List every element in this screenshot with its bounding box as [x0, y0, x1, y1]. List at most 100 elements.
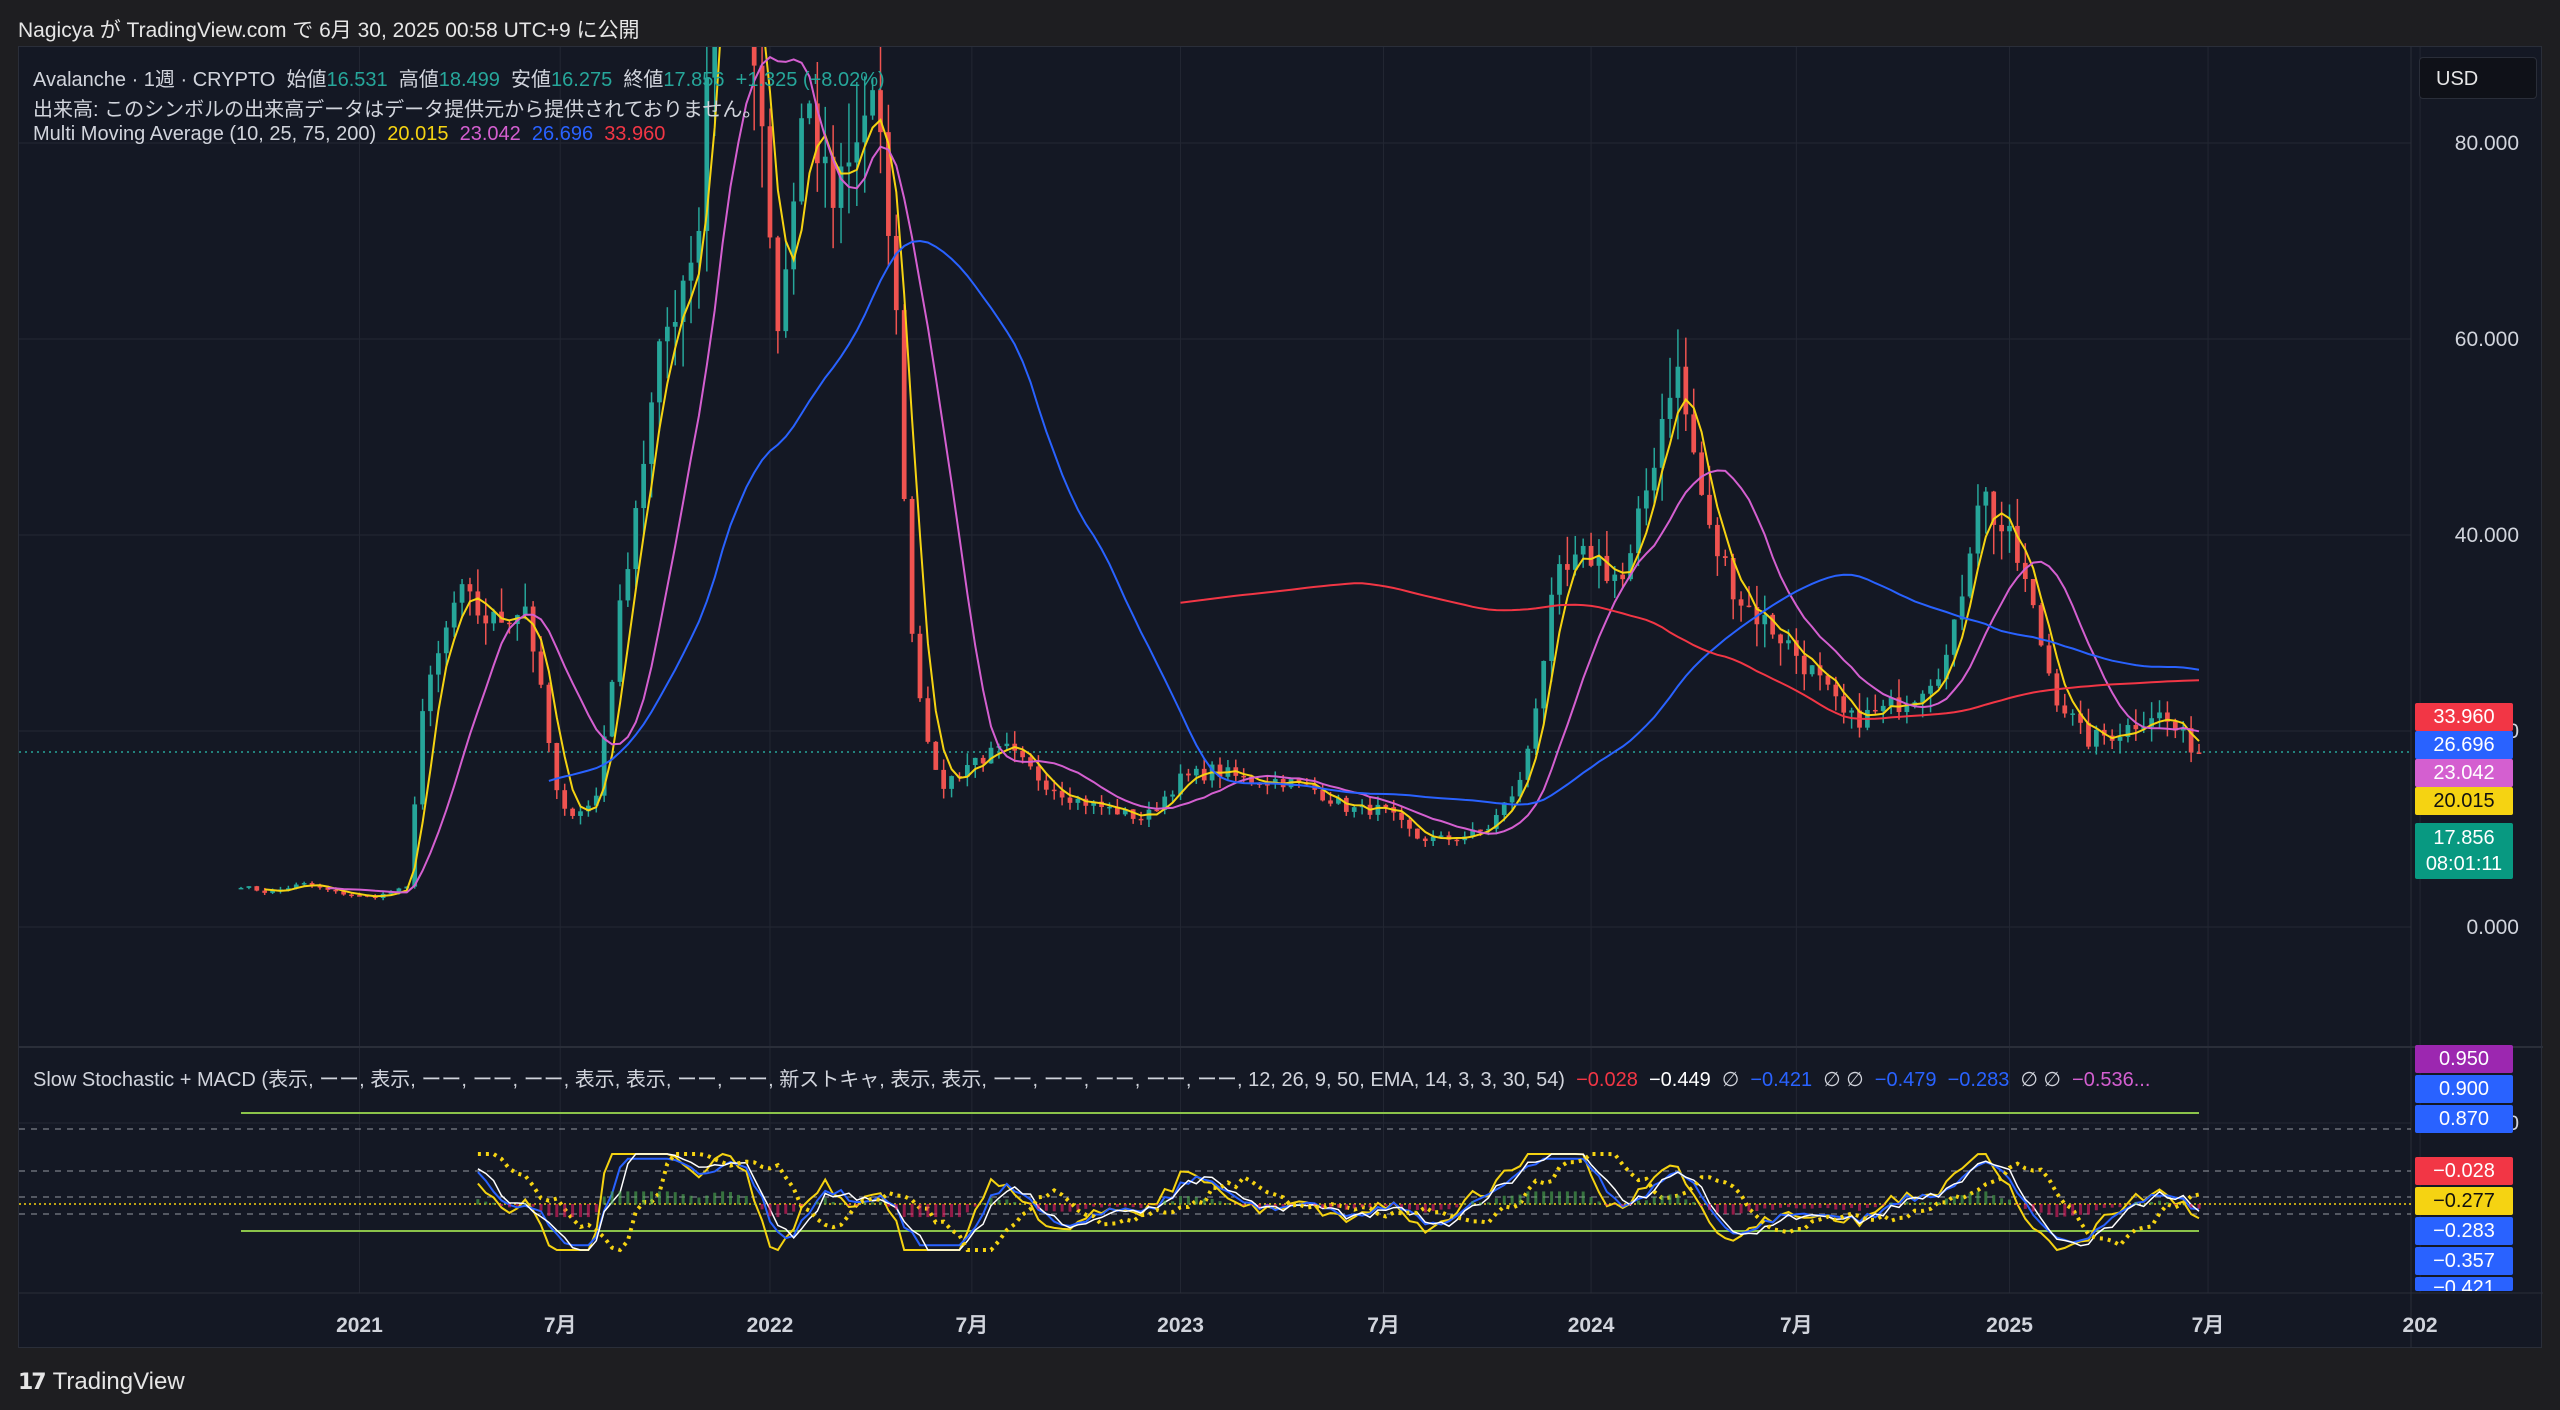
open-label: 始値	[286, 69, 327, 91]
histogram-bar	[642, 1191, 646, 1205]
histogram-bar	[1471, 1201, 1475, 1205]
histogram-bar	[1629, 1204, 1633, 1205]
indicator-legend[interactable]: Slow Stochastic + MACD (表示, ーー, 表示, ーー, …	[33, 1063, 2150, 1092]
candle-body	[1651, 467, 1657, 491]
histogram-bar	[1731, 1204, 1735, 1215]
high-value: 18.499	[438, 69, 500, 91]
histogram-bar	[1913, 1203, 1917, 1205]
chart-canvas[interactable]: 160.000140.000120.000100.00080.00060.000…	[19, 47, 2543, 1349]
chart-frame[interactable]: 160.000140.000120.000100.00080.00060.000…	[18, 46, 2543, 1349]
histogram-bar	[713, 1192, 717, 1205]
bar-countdown: 08:01:11	[2425, 853, 2503, 875]
mma-value-25: 23.042	[459, 123, 521, 145]
candle-body	[901, 310, 907, 499]
candle-body	[633, 508, 639, 570]
histogram-bar	[1210, 1198, 1214, 1205]
histogram-bar	[531, 1204, 535, 1207]
symbol-name[interactable]: Avalanche · 1週 · CRYPTO	[33, 69, 276, 91]
histogram-bar	[1076, 1204, 1080, 1210]
candle-body	[2180, 728, 2186, 731]
histogram-bar	[1850, 1204, 1854, 1209]
osc-badge-6: −0.357	[2415, 1247, 2513, 1275]
candle-body	[262, 890, 268, 893]
time-tick-label: 202	[2403, 1314, 2438, 1337]
candle-body	[1849, 710, 1854, 713]
histogram-bar	[1131, 1204, 1135, 1208]
candle-body	[428, 674, 433, 712]
candle-body	[1193, 768, 1199, 776]
histogram-bar	[2102, 1204, 2106, 1208]
mma-value-75: 26.696	[531, 123, 594, 145]
candle-body	[1328, 800, 1333, 804]
time-tick-label: 7月	[956, 1314, 989, 1337]
histogram-bar	[965, 1204, 969, 1213]
histogram-bar	[1194, 1197, 1198, 1205]
candle-body	[1501, 802, 1507, 816]
candle-body	[759, 65, 765, 127]
candle-body	[1936, 679, 1941, 686]
candle-body	[909, 498, 915, 634]
candle-body	[1565, 564, 1570, 570]
histogram-bar	[1905, 1201, 1909, 1205]
histogram-bar	[484, 1201, 488, 1205]
candle-body	[1643, 490, 1649, 509]
histogram-bar	[1139, 1204, 1143, 1209]
time-tick-label: 2022	[747, 1314, 794, 1337]
histogram-bar	[563, 1204, 567, 1218]
histogram-bar	[950, 1204, 954, 1218]
histogram-bar	[1313, 1204, 1317, 1206]
histogram-bar	[1265, 1204, 1269, 1206]
histogram-bar	[902, 1204, 906, 1218]
histogram-bar	[1597, 1201, 1601, 1205]
histogram-bar	[1708, 1204, 1711, 1210]
candle-body	[1099, 801, 1104, 807]
candle-body	[1036, 766, 1041, 781]
candle-body	[2038, 605, 2044, 646]
histogram-bar	[2063, 1204, 2067, 1217]
histogram-bar	[2008, 1199, 2012, 1205]
symbol-legend: Avalanche · 1週 · CRYPTO 始値16.531 高値18.49…	[33, 63, 885, 92]
oscillator-pane	[19, 1112, 2411, 1253]
histogram-bar	[1542, 1191, 1546, 1205]
histogram-bar	[1439, 1204, 1443, 1210]
histogram-bar	[523, 1203, 527, 1205]
candle-body	[1920, 693, 1926, 703]
candle-body	[1122, 809, 1128, 815]
candle-body	[2165, 712, 2170, 722]
price-badge: 17.856 08:01:11	[2415, 823, 2513, 879]
candle-body	[783, 269, 789, 332]
candle-body	[1683, 366, 1689, 415]
histogram-bar	[1565, 1191, 1569, 1205]
candle-body	[293, 884, 299, 889]
candle-body	[246, 886, 252, 888]
ind-value-7: −0.283	[1947, 1069, 2010, 1091]
mma-legend[interactable]: Multi Moving Average (10, 25, 75, 200) 2…	[33, 123, 665, 146]
ma200-line	[1180, 582, 2200, 720]
histogram-bar	[500, 1204, 504, 1206]
candle-body	[1478, 829, 1483, 832]
histogram-bar	[1352, 1204, 1356, 1209]
candle-body	[2086, 722, 2091, 747]
histogram-bar	[665, 1191, 669, 1205]
histogram-bar	[1881, 1204, 1885, 1206]
candle-body	[1091, 801, 1097, 806]
candle-body	[1375, 804, 1381, 815]
candle-body	[641, 463, 647, 509]
candle-body	[1580, 545, 1586, 555]
histogram-bar	[1668, 1194, 1672, 1205]
candle-body	[649, 402, 654, 464]
histogram-bar	[1289, 1204, 1293, 1205]
candle-body	[467, 584, 473, 592]
tradingview-logo[interactable]: 𝟭𝟳 TradingView	[18, 1368, 185, 1396]
candle-body	[609, 681, 615, 737]
low-label: 安値	[511, 69, 552, 91]
candle-body	[1272, 779, 1278, 785]
ind-value-5: ∅	[1846, 1069, 1864, 1091]
histogram-bar	[2126, 1204, 2130, 1205]
histogram-bar	[1107, 1204, 1111, 1207]
candle-body	[1399, 812, 1404, 820]
candle-body	[349, 894, 354, 897]
price-tick-label: 80.000	[2455, 132, 2519, 155]
candle-body	[420, 711, 425, 805]
currency-button[interactable]: USD	[2419, 57, 2537, 99]
